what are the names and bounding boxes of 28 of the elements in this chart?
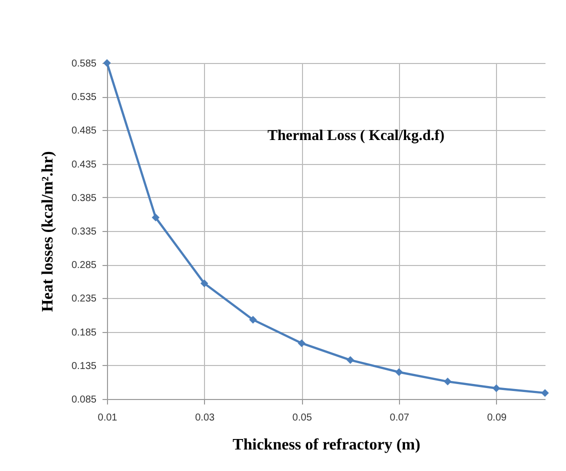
- point: [492, 384, 500, 392]
- point: [395, 368, 403, 376]
- x-tick-label: 0.01: [98, 412, 118, 424]
- y-tick-label: 0.435: [71, 159, 97, 170]
- y-tick-label: 0.135: [71, 360, 97, 372]
- y-tick-label: 0.385: [71, 192, 97, 204]
- text: Thermal Loss ( Kcal/kg.d.f): [267, 128, 445, 144]
- point: [346, 356, 354, 364]
- y-tick-label: 0.285: [71, 260, 97, 272]
- y-tick-label: 0.335: [71, 226, 97, 238]
- point: [541, 389, 549, 397]
- x-tick-label: 0.05: [292, 412, 312, 424]
- point: [444, 378, 452, 386]
- point: [298, 339, 306, 348]
- x-axis-title: Thickness of refractory (m): [232, 436, 420, 454]
- y-tick-label: 0.535: [71, 92, 97, 104]
- y-tick-label: 0.235: [71, 294, 97, 305]
- x-tick-label: 0.03: [195, 412, 215, 424]
- y-tick-label: 0.485: [71, 126, 97, 137]
- point: [249, 316, 257, 324]
- point: [200, 280, 208, 288]
- x-tick-label: 0.09: [487, 412, 507, 424]
- y-tick-label: 0.085: [71, 394, 97, 406]
- point: [152, 214, 160, 222]
- y-tick-label: 0.585: [71, 58, 97, 70]
- x-tick-label: 0.07: [390, 412, 410, 424]
- y-tick-label: 0.185: [71, 327, 97, 338]
- y-axis-title: Heat losses (kcal/m².hr): [39, 151, 56, 312]
